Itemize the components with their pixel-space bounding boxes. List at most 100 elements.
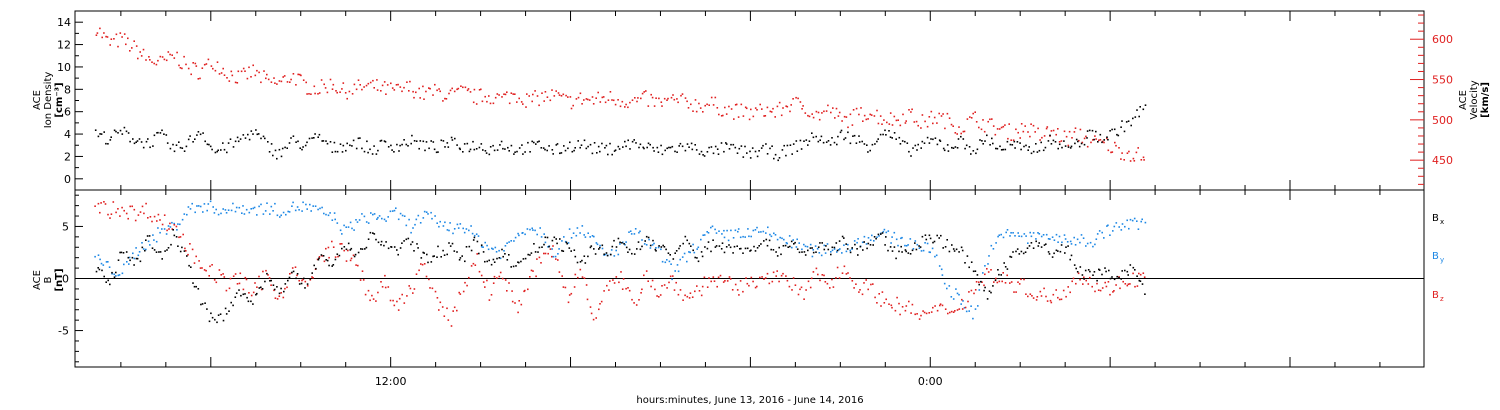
bx-point bbox=[1064, 252, 1066, 254]
bz-point bbox=[689, 292, 692, 294]
bx-point bbox=[1113, 278, 1116, 281]
density-point bbox=[647, 142, 650, 145]
by-point bbox=[1055, 233, 1058, 236]
bx-point bbox=[1009, 255, 1011, 258]
by-point bbox=[655, 247, 657, 249]
density-point bbox=[728, 148, 731, 150]
bz-point bbox=[920, 314, 922, 317]
by-point bbox=[329, 212, 331, 214]
density-point bbox=[424, 149, 426, 152]
by-point bbox=[376, 218, 378, 220]
bz-point bbox=[609, 280, 611, 282]
density-point bbox=[866, 144, 868, 146]
bz-point bbox=[739, 280, 742, 282]
bx-point bbox=[1098, 268, 1100, 271]
velocity-point bbox=[518, 97, 520, 100]
by-point bbox=[1109, 234, 1111, 236]
bz-point bbox=[698, 290, 701, 292]
bx-point bbox=[188, 264, 190, 267]
bz-point bbox=[964, 306, 967, 309]
bz-point bbox=[265, 269, 267, 272]
bz-point bbox=[127, 217, 129, 220]
by-point bbox=[1027, 242, 1029, 244]
bz-point bbox=[301, 279, 303, 282]
bz-point bbox=[262, 270, 264, 273]
bz-point bbox=[298, 279, 300, 282]
bz-point bbox=[928, 312, 930, 314]
velocity-point bbox=[153, 62, 155, 65]
by-point bbox=[397, 218, 400, 221]
bz-point bbox=[586, 298, 589, 301]
bz-point bbox=[878, 293, 880, 295]
density-point bbox=[760, 147, 763, 149]
bx-point bbox=[367, 238, 370, 240]
velocity-tick-label: 500 bbox=[1432, 114, 1453, 127]
density-point bbox=[996, 147, 999, 150]
velocity-point bbox=[283, 75, 286, 77]
density-point bbox=[226, 151, 228, 154]
by-point bbox=[393, 209, 396, 212]
bx-point bbox=[641, 245, 643, 248]
velocity-point bbox=[920, 127, 922, 129]
density-point bbox=[1097, 141, 1099, 143]
velocity-point bbox=[462, 86, 464, 89]
bz-point bbox=[1020, 278, 1022, 281]
density-point bbox=[1095, 130, 1097, 133]
bx-point bbox=[831, 246, 834, 249]
velocity-point bbox=[897, 119, 899, 121]
density-point bbox=[248, 138, 251, 141]
velocity-point bbox=[300, 74, 302, 77]
bx-point bbox=[364, 248, 366, 250]
density-point bbox=[236, 136, 239, 139]
velocity-point bbox=[178, 64, 180, 67]
by-point bbox=[1101, 231, 1103, 234]
velocity-point bbox=[1128, 150, 1130, 153]
density-point bbox=[1023, 145, 1025, 148]
density-point bbox=[513, 153, 515, 155]
density-point bbox=[800, 148, 803, 150]
bx-point bbox=[177, 245, 179, 247]
bx-point bbox=[790, 240, 793, 243]
density-point bbox=[185, 145, 188, 148]
bz-point bbox=[633, 302, 635, 304]
bx-point bbox=[416, 243, 418, 245]
velocity-point bbox=[230, 70, 233, 73]
velocity-point bbox=[737, 116, 740, 118]
bz-point bbox=[478, 270, 481, 273]
by-point bbox=[395, 207, 397, 209]
velocity-point bbox=[1103, 141, 1105, 144]
by-point bbox=[365, 221, 368, 223]
by-point bbox=[452, 232, 454, 235]
bx-point bbox=[399, 247, 402, 249]
bz-point bbox=[168, 228, 170, 230]
velocity-point bbox=[467, 88, 470, 90]
bz-point bbox=[1113, 290, 1115, 292]
bz-point bbox=[872, 283, 874, 285]
bx-point bbox=[1067, 245, 1069, 247]
density-point bbox=[367, 151, 369, 154]
bx-point bbox=[697, 260, 700, 263]
density-point bbox=[482, 149, 484, 151]
density-point bbox=[736, 152, 739, 154]
bz-point bbox=[1097, 289, 1100, 291]
bx-point bbox=[944, 246, 947, 248]
bz-point bbox=[1091, 285, 1093, 288]
bx-point bbox=[551, 239, 554, 242]
by-point bbox=[779, 236, 781, 239]
by-point bbox=[227, 209, 230, 211]
bz-point bbox=[583, 277, 586, 279]
velocity-point bbox=[744, 106, 747, 109]
velocity-point bbox=[748, 118, 751, 121]
by-point bbox=[1002, 236, 1005, 239]
bz-point bbox=[832, 286, 835, 288]
velocity-point bbox=[339, 91, 341, 93]
by-point bbox=[287, 210, 289, 213]
bz-point bbox=[836, 266, 839, 269]
by-point bbox=[596, 243, 599, 246]
bx-point bbox=[332, 264, 335, 266]
bx-point bbox=[331, 265, 333, 267]
density-point bbox=[544, 148, 546, 151]
by-point bbox=[955, 288, 957, 290]
bx-point bbox=[946, 239, 948, 241]
